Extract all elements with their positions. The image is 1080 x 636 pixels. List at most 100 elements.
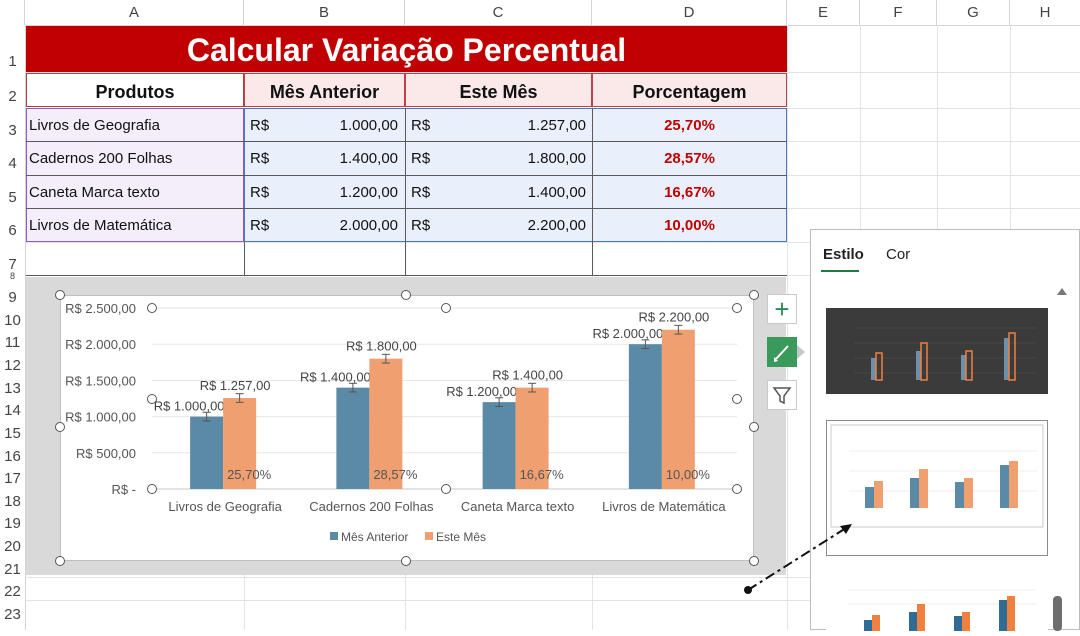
bar-este-mes <box>515 387 549 489</box>
scroll-up-arrow[interactable] <box>1057 288 1067 295</box>
row-header[interactable]: 7 <box>8 256 17 273</box>
column-header-a[interactable]: A <box>25 0 244 25</box>
row-header[interactable]: 6 <box>8 222 17 239</box>
row-header[interactable]: 3 <box>8 122 17 139</box>
header-porcentagem[interactable]: Porcentagem <box>592 73 787 107</box>
style-thumbnail[interactable] <box>826 582 1048 631</box>
plot-area-handle[interactable] <box>441 484 451 494</box>
resize-handle[interactable] <box>55 556 65 566</box>
cell-mes-anterior[interactable]: 1.000,00 <box>339 117 398 134</box>
sheet-title[interactable]: Calcular Variação Percentual <box>26 26 787 72</box>
cell-produto[interactable]: Livros de Geografia <box>29 117 160 134</box>
row-header[interactable]: 1 <box>8 53 17 70</box>
cell-mes-anterior[interactable]: 1.200,00 <box>339 184 398 201</box>
y-tick-label: R$ 500,00 <box>76 446 136 461</box>
chart-styles-button[interactable] <box>767 337 797 367</box>
tab-cor[interactable]: Cor <box>886 246 911 263</box>
tab-estilo[interactable]: Estilo <box>823 246 864 263</box>
cell-este-mes[interactable]: 2.200,00 <box>527 217 586 234</box>
row-header[interactable]: 15 <box>4 425 21 442</box>
row-header[interactable]: 8 <box>9 271 15 281</box>
column-header-b[interactable]: B <box>244 0 405 25</box>
bar-este-mes <box>223 397 257 489</box>
cell-porcentagem[interactable]: 10,00% <box>664 217 715 234</box>
cell-este-mes[interactable]: 1.257,00 <box>527 117 586 134</box>
plot-area-handle[interactable] <box>147 394 157 404</box>
x-tick-label: Livros de Geografia <box>168 499 282 514</box>
plot-area-handle[interactable] <box>147 303 157 313</box>
style-thumbnail-dark[interactable] <box>826 308 1048 394</box>
bar-mes-anterior <box>628 344 662 489</box>
row-header[interactable]: 18 <box>4 493 21 510</box>
row-header[interactable]: 10 <box>4 312 21 329</box>
plot-area-handle[interactable] <box>147 484 157 494</box>
cell-currency: R$ <box>250 184 270 201</box>
cell-porcentagem[interactable]: 28,57% <box>664 150 715 167</box>
cell-currency: R$ <box>250 217 270 234</box>
style-thumbnail-selected[interactable] <box>826 420 1048 556</box>
legend-label: Este Mês <box>436 530 486 544</box>
resize-handle[interactable] <box>401 290 411 300</box>
chart-filters-button[interactable] <box>767 380 797 410</box>
resize-handle[interactable] <box>749 422 759 432</box>
row-header[interactable]: 21 <box>4 561 21 578</box>
cell-porcentagem[interactable]: 16,67% <box>664 184 715 201</box>
column-header-f[interactable]: F <box>860 0 937 25</box>
cell-este-mes[interactable]: 1.400,00 <box>527 184 586 201</box>
bar-mes-anterior <box>336 387 370 489</box>
plot-area-handle[interactable] <box>732 484 742 494</box>
x-tick-label: Livros de Matemática <box>602 499 726 514</box>
column-header-e[interactable]: E <box>787 0 860 25</box>
column-header-d[interactable]: D <box>592 0 787 25</box>
cell-mes-anterior[interactable]: 2.000,00 <box>339 217 398 234</box>
row-header[interactable]: 5 <box>8 189 17 206</box>
column-header-g[interactable]: G <box>937 0 1010 25</box>
cell-este-mes[interactable]: 1.800,00 <box>527 150 586 167</box>
chart-elements-button[interactable]: + <box>767 294 797 324</box>
data-label: R$ 1.400,00 <box>300 370 371 385</box>
plot-area-handle[interactable] <box>732 394 742 404</box>
cell-currency: R$ <box>411 217 431 234</box>
row-header[interactable]: 22 <box>4 583 21 600</box>
row-header[interactable]: 23 <box>4 606 21 623</box>
resize-handle[interactable] <box>401 556 411 566</box>
plot-area-handle[interactable] <box>441 303 451 313</box>
row-header[interactable]: 17 <box>4 470 21 487</box>
row-header[interactable]: 4 <box>8 155 17 172</box>
row-header[interactable]: 9 <box>8 289 17 306</box>
percent-label: 10,00% <box>666 467 711 482</box>
data-label: R$ 1.400,00 <box>492 368 563 383</box>
header-mes-anterior[interactable]: Mês Anterior <box>244 73 405 107</box>
row-header[interactable]: 12 <box>4 357 21 374</box>
cell-produto[interactable]: Caneta Marca texto <box>29 184 160 201</box>
data-label: R$ 1.200,00 <box>446 384 517 399</box>
cell-mes-anterior[interactable]: 1.400,00 <box>339 150 398 167</box>
data-label: R$ 1.257,00 <box>200 378 271 393</box>
row-header[interactable]: 20 <box>4 538 21 555</box>
cell-currency: R$ <box>411 184 431 201</box>
cell-currency: R$ <box>250 117 270 134</box>
header-produtos[interactable]: Produtos <box>26 73 244 107</box>
scrollbar-thumb[interactable] <box>1053 596 1062 631</box>
x-tick-label: Cadernos 200 Folhas <box>309 499 434 514</box>
resize-handle[interactable] <box>55 422 65 432</box>
row-header[interactable]: 2 <box>8 88 17 105</box>
cell-porcentagem[interactable]: 25,70% <box>664 117 715 134</box>
row-header[interactable]: 11 <box>4 334 21 351</box>
row-header[interactable]: 14 <box>4 402 21 419</box>
active-tab-indicator <box>821 270 859 272</box>
plot-area-handle[interactable] <box>732 303 742 313</box>
header-este-mes[interactable]: Este Mês <box>405 73 592 107</box>
cell-produto[interactable]: Cadernos 200 Folhas <box>29 150 173 167</box>
select-all-corner[interactable] <box>0 0 25 25</box>
resize-handle[interactable] <box>749 556 759 566</box>
cell-produto[interactable]: Livros de Matemática <box>29 217 172 234</box>
column-header-c[interactable]: C <box>405 0 592 25</box>
column-header-h[interactable]: H <box>1039 4 1051 21</box>
row-header[interactable]: 13 <box>4 380 21 397</box>
row-header[interactable]: 16 <box>4 448 21 465</box>
row-header[interactable]: 19 <box>4 515 21 532</box>
resize-handle[interactable] <box>749 290 759 300</box>
resize-handle[interactable] <box>55 290 65 300</box>
